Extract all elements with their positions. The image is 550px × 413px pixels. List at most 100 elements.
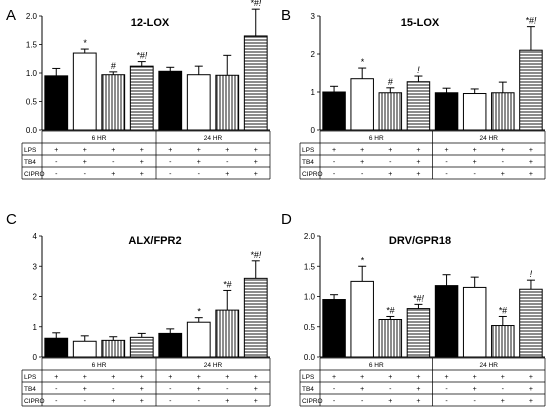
condition-sign: + [529,386,533,393]
significance-label: # [111,61,117,71]
bar [72,52,97,131]
condition-sign: + [254,374,258,381]
bar [434,285,459,358]
bar [462,286,487,358]
panel-title: ALX/FPR2 [128,235,181,247]
condition-sign: + [140,171,144,178]
condition-sign: - [474,171,477,178]
condition-sign: + [360,159,364,166]
condition-sign: + [111,374,115,381]
condition-sign: + [332,147,336,154]
condition-sign: - [84,398,87,405]
condition-sign: + [501,171,505,178]
condition-sign: - [169,386,172,393]
condition-sign: + [140,386,144,393]
y-tick-label: 1.0 [26,69,38,78]
panel-letter: A [6,7,16,24]
time-label: 24 HR [480,135,499,142]
condition-sign: - [502,386,505,393]
condition-sign: - [445,159,448,166]
condition-sign: + [225,171,229,178]
condition-sign: - [445,386,448,393]
bar [243,35,268,131]
y-tick-label: 2 [33,293,38,302]
condition-sign: + [140,374,144,381]
condition-sign: + [501,374,505,381]
condition-sign: + [83,159,87,166]
condition-sign: - [333,386,336,393]
bar [215,74,240,131]
y-tick-label: 0.0 [304,353,316,362]
bar [462,93,487,131]
panel-letter: B [281,7,291,24]
panel-a: A 12-LOX 0.0 0.5 1.0 1.5 2.0 * # *#! *#! 6 HR 24 HR L… [6,0,271,180]
condition-sign: + [529,374,533,381]
condition-sign: - [333,159,336,166]
bar [491,325,515,358]
condition-sign: + [473,159,477,166]
bar [519,288,543,358]
condition-sign: - [226,386,229,393]
condition-sign: + [111,171,115,178]
bar [129,336,154,358]
time-label: 6 HR [369,362,384,369]
condition-sign: + [416,398,420,405]
time-label: 24 HR [204,135,223,142]
time-label: 6 HR [92,135,107,142]
panel-title: 15-LOX [401,17,440,29]
bar [101,74,126,131]
row-label: LPS [24,147,37,154]
condition-sign: - [55,171,58,178]
condition-sign: + [83,147,87,154]
condition-sign: + [332,374,336,381]
significance-label: *#! [250,250,262,260]
condition-sign: + [140,159,144,166]
condition-sign: + [388,374,392,381]
bar [350,78,374,131]
condition-sign: + [83,386,87,393]
condition-sign: + [54,374,58,381]
bar [101,339,126,358]
condition-sign: + [501,398,505,405]
bar [44,337,69,358]
panel-title: DRV/GPR18 [389,235,451,247]
condition-sign: + [388,398,392,405]
row-label: LPS [302,147,315,154]
row-label: CIPRO [24,171,45,178]
condition-sign: - [169,159,172,166]
significance-label: *# [223,279,233,289]
row-label: CIPRO [24,398,45,405]
condition-sign: + [529,159,533,166]
row-label: LPS [24,374,37,381]
condition-sign: - [112,386,115,393]
row-label: CIPRO [302,171,323,178]
bar [406,308,431,358]
condition-sign: + [83,374,87,381]
bar [158,70,183,131]
condition-sign: + [445,374,449,381]
bar [322,91,346,131]
condition-sign: - [389,159,392,166]
y-tick-label: 0.5 [26,98,38,107]
y-tick-label: 0.5 [304,323,316,332]
condition-sign: - [226,159,229,166]
panel-letter: C [6,211,17,228]
condition-sign: + [529,147,533,154]
significance-label: ! [417,65,420,75]
significance-label: *# [499,305,509,315]
time-label: 6 HR [92,362,107,369]
condition-sign: - [55,159,58,166]
bar [44,75,69,131]
condition-sign: + [140,147,144,154]
y-tick-label: 0 [33,353,38,362]
bar [72,340,97,358]
condition-sign: + [416,147,420,154]
condition-sign: - [169,171,172,178]
condition-sign: + [416,159,420,166]
condition-sign: + [197,386,201,393]
condition-sign: + [529,398,533,405]
condition-sign: - [361,171,364,178]
row-label: LPS [302,374,315,381]
y-tick-label: 4 [33,232,38,241]
